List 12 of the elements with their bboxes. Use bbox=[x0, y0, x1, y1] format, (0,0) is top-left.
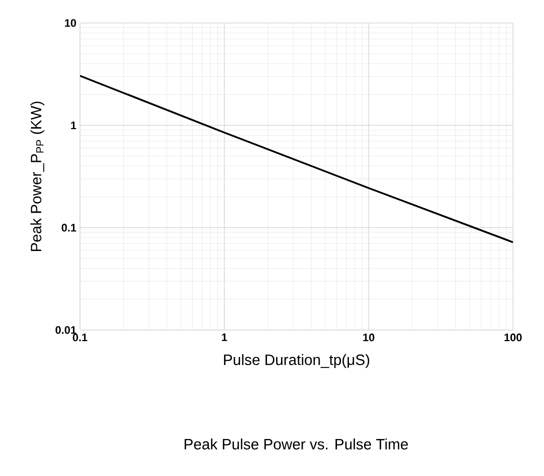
y-tick-label: 1 bbox=[71, 122, 76, 130]
y-tick-label: 10 bbox=[64, 19, 76, 27]
x-tick-label: 1 bbox=[222, 334, 228, 342]
y-tick-label: 0.1 bbox=[62, 224, 76, 232]
y-tick-label: 0.01 bbox=[56, 326, 76, 334]
x-tick-label: 10 bbox=[363, 334, 374, 342]
text: Peak Pulse Power vs. Pulse Time bbox=[184, 438, 408, 450]
x-tick-label: 100 bbox=[504, 334, 522, 342]
x-tick-label: 0.1 bbox=[72, 334, 88, 342]
y-axis-title: Peak Power_P$_{PP}$ (KW) bbox=[30, 102, 44, 252]
line-series bbox=[80, 74, 513, 244]
x-axis-title: Pulse Duration_tp(μS) bbox=[224, 354, 370, 368]
